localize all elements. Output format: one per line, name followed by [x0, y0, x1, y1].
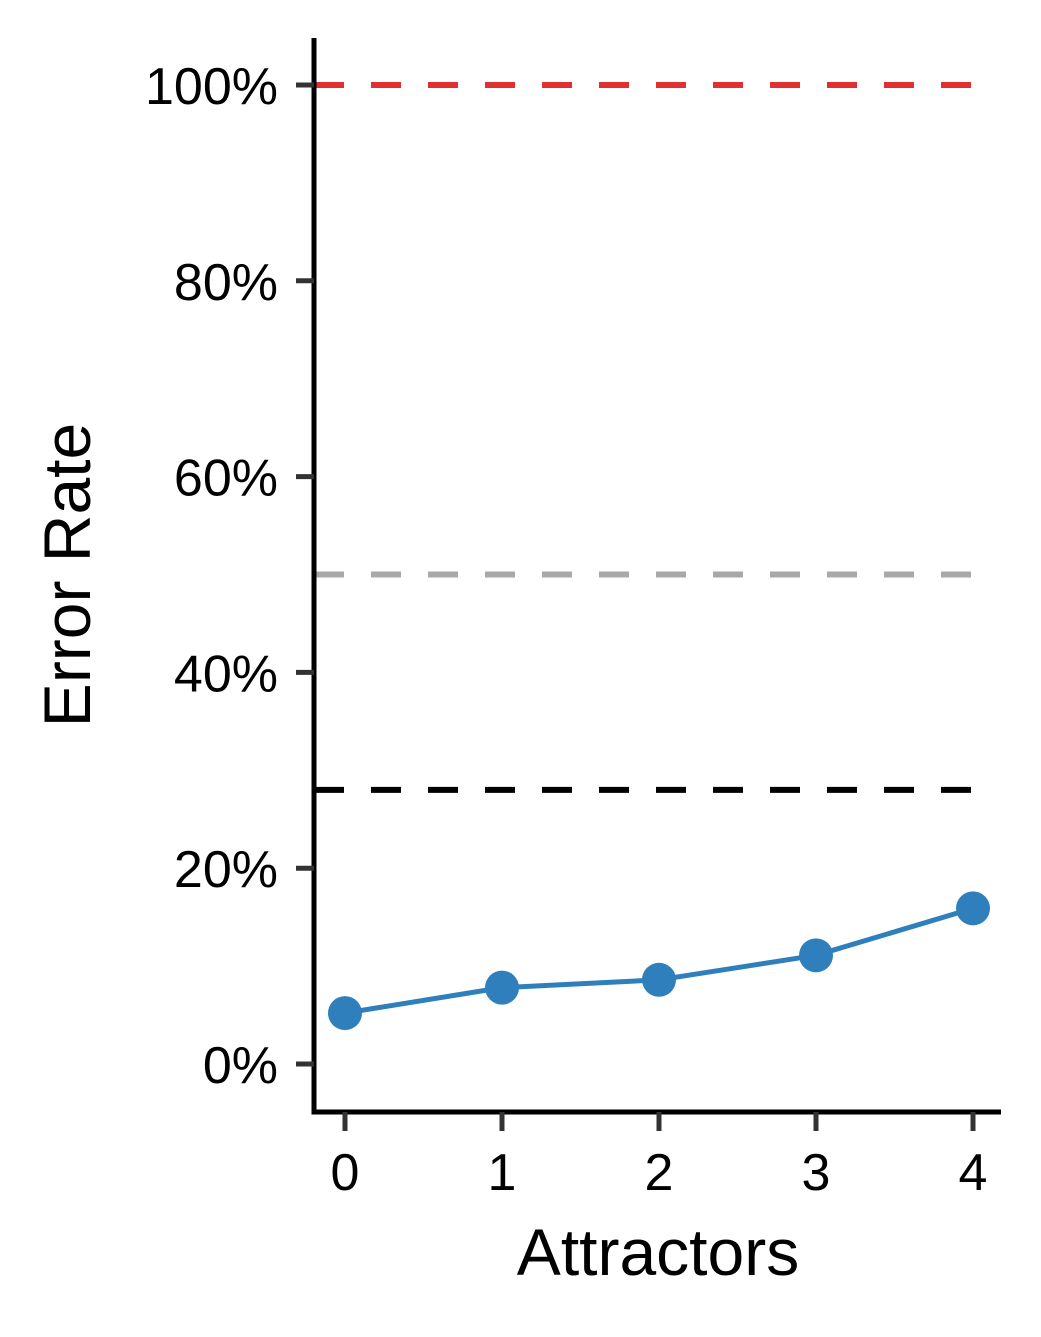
x-tick-label: 4	[959, 1144, 988, 1202]
data-point	[328, 996, 362, 1031]
series-line-0	[344, 905, 974, 1016]
data-point	[799, 938, 833, 973]
y-tick-label: 0%	[203, 1037, 278, 1095]
axes	[311, 38, 1001, 1115]
series-layer	[328, 891, 990, 1031]
x-tick-label: 2	[645, 1144, 674, 1202]
data-point	[485, 970, 519, 1005]
data-point	[956, 891, 990, 926]
y-tick-label: 80%	[174, 254, 278, 312]
y-tick-label: 100%	[145, 58, 278, 116]
y-axis-ticks: 0% 20% 40% 60% 80% 100%	[145, 58, 314, 1095]
data-point	[642, 962, 676, 997]
y-axis-label: Error Rate	[30, 423, 104, 727]
y-tick-label: 40%	[174, 645, 278, 703]
x-axis-label: Attractors	[517, 1215, 799, 1289]
x-axis-ticks: 0 1 2 3 4	[331, 1112, 988, 1202]
x-tick-label: 3	[802, 1144, 831, 1202]
x-tick-label: 1	[488, 1144, 517, 1202]
x-tick-label: 0	[331, 1144, 360, 1202]
y-tick-label: 60%	[174, 450, 278, 508]
y-tick-label: 20%	[174, 841, 278, 899]
reference-lines	[314, 82, 990, 793]
